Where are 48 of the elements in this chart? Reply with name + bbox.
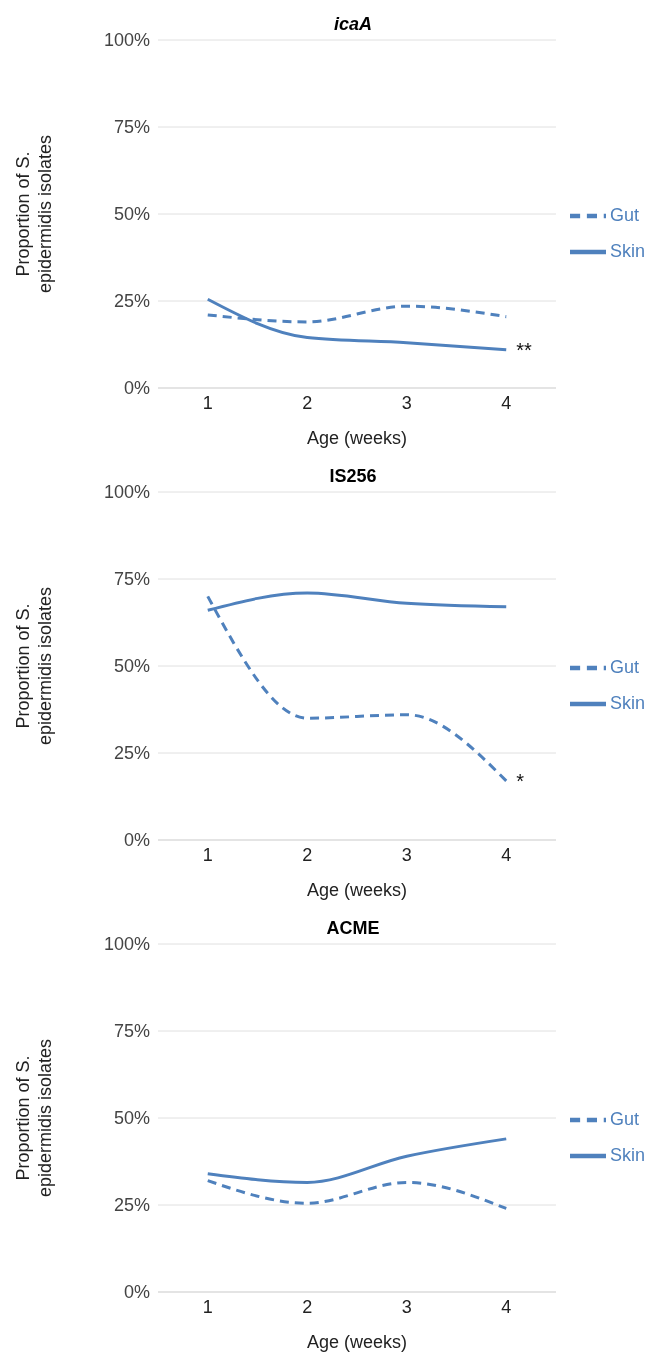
chart-title: ACME [325,918,381,939]
x-tick-label: 1 [202,1296,213,1317]
y-tick-label: 25% [113,291,150,312]
x-tick-label: 1 [202,392,213,413]
x-tick-label: 2 [302,1296,313,1317]
line-series [206,1137,508,1184]
y-tick-label: 75% [113,117,150,138]
x-tick-label: 4 [501,392,512,413]
annotation: * [516,769,525,792]
y-tick-label: 50% [113,204,150,225]
y-tick-label: 25% [113,743,150,764]
legend-label: Skin [609,692,645,713]
legend-label: Gut [609,204,639,225]
y-tick-label: 75% [113,1021,150,1042]
line-series [206,594,508,783]
y-axis-title: Proportion of S. epidermidis isolates [13,134,55,294]
x-tick-label: 1 [202,844,213,865]
x-tick-label: 3 [401,844,412,865]
x-tick-label: 2 [302,844,313,865]
y-tick-label: 0% [123,378,150,399]
line-series [206,1179,508,1210]
legend-label: Gut [609,1108,639,1129]
line-series [206,297,508,352]
x-tick-label: 3 [401,392,412,413]
y-axis-title: Proportion of S. epidermidis isolates [13,1038,55,1198]
y-tick-label: 25% [113,1195,150,1216]
legend-label: Gut [609,656,639,677]
y-tick-label: 0% [123,1282,150,1303]
x-axis-title: Age (weeks) [306,1332,408,1352]
y-tick-label: 100% [103,482,150,503]
annotation: ** [516,338,533,361]
chart-title: icaA [333,14,373,35]
x-axis-title: Age (weeks) [306,880,408,900]
legend-label: Skin [609,240,645,261]
x-tick-label: 3 [401,1296,412,1317]
y-tick-label: 50% [113,656,150,677]
y-tick-label: 100% [103,934,150,955]
y-tick-label: 50% [113,1108,150,1129]
x-axis-title: Age (weeks) [306,428,408,448]
x-tick-label: 4 [501,1296,512,1317]
y-axis-title: Proportion of S. epidermidis isolates [13,586,55,746]
x-tick-label: 4 [501,844,512,865]
x-tick-label: 2 [302,392,313,413]
y-tick-label: 75% [113,569,150,590]
legend-label: Skin [609,1144,645,1165]
y-tick-label: 0% [123,830,150,851]
y-tick-label: 100% [103,30,150,51]
chart-title: IS256 [328,466,378,487]
